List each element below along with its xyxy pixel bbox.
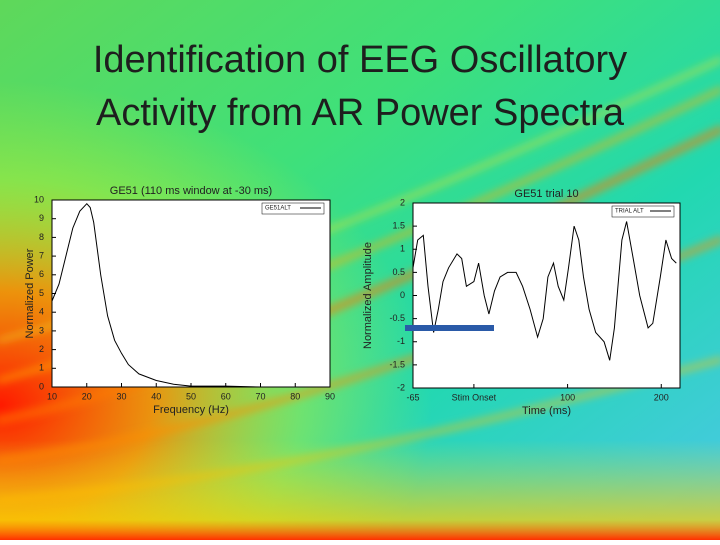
stim-bar bbox=[405, 325, 494, 331]
y-tick-label: 0 bbox=[400, 290, 405, 300]
y-tick-label: 3 bbox=[39, 325, 44, 335]
x-tick-label: 40 bbox=[151, 391, 161, 401]
x-tick-label: 30 bbox=[116, 391, 126, 401]
y-tick-label: -0.5 bbox=[389, 313, 405, 323]
y-tick-label: 2 bbox=[400, 197, 405, 207]
x-tick-label: Stim Onset bbox=[452, 392, 497, 402]
x-tick-label: 20 bbox=[82, 391, 92, 401]
slide-title-line: Activity from AR Power Spectra bbox=[96, 92, 625, 134]
y-tick-label: 6 bbox=[39, 269, 44, 279]
series-line bbox=[51, 202, 330, 388]
y-tick-label: 1 bbox=[400, 244, 405, 254]
y-tick-label: 4 bbox=[39, 307, 44, 317]
x-tick-label: 90 bbox=[325, 391, 335, 401]
x-tick-label: 70 bbox=[255, 391, 265, 401]
series-line bbox=[412, 221, 677, 361]
legend-label: TRIAL ALT bbox=[615, 209, 644, 215]
y-tick-label: 2 bbox=[39, 344, 44, 354]
y-tick-label: 1 bbox=[39, 363, 44, 373]
y-tick-label: 0.5 bbox=[392, 267, 405, 277]
plot-area bbox=[51, 199, 331, 388]
y-tick-label: 7 bbox=[39, 250, 44, 260]
legend-box bbox=[261, 202, 325, 215]
plot-area bbox=[412, 202, 681, 389]
chart-title: GE51 trial 10 bbox=[514, 188, 578, 200]
y-tick-label: 5 bbox=[39, 288, 44, 298]
y-axis-label: Normalized Power bbox=[24, 248, 36, 338]
y-tick-label: 9 bbox=[39, 213, 44, 223]
x-tick-label: 100 bbox=[560, 392, 575, 402]
y-tick-label: -2 bbox=[397, 382, 405, 392]
legend-box bbox=[611, 205, 675, 218]
x-tick-label: 50 bbox=[186, 391, 196, 401]
x-tick-label: 60 bbox=[221, 391, 231, 401]
y-tick-label: 8 bbox=[39, 232, 44, 242]
x-tick-label: 200 bbox=[654, 392, 669, 402]
legend-label: GE51ALT bbox=[265, 206, 291, 212]
y-axis-label: Normalized Amplitude bbox=[362, 242, 374, 349]
y-tick-label: 1.5 bbox=[392, 221, 405, 231]
x-tick-label: 10 bbox=[47, 391, 57, 401]
x-axis-label: Time (ms) bbox=[522, 405, 571, 417]
slide-title-line: Identification of EEG Oscillatory bbox=[93, 39, 627, 81]
x-tick-label: 80 bbox=[290, 391, 300, 401]
chart-title: GE51 (110 ms window at -30 ms) bbox=[110, 185, 272, 197]
y-tick-label: -1 bbox=[397, 336, 405, 346]
y-tick-label: -1.5 bbox=[389, 359, 405, 369]
y-tick-label: 10 bbox=[34, 194, 44, 204]
y-tick-label: 0 bbox=[39, 381, 44, 391]
x-axis-label: Frequency (Hz) bbox=[153, 404, 229, 416]
x-tick-label: -65 bbox=[406, 392, 419, 402]
